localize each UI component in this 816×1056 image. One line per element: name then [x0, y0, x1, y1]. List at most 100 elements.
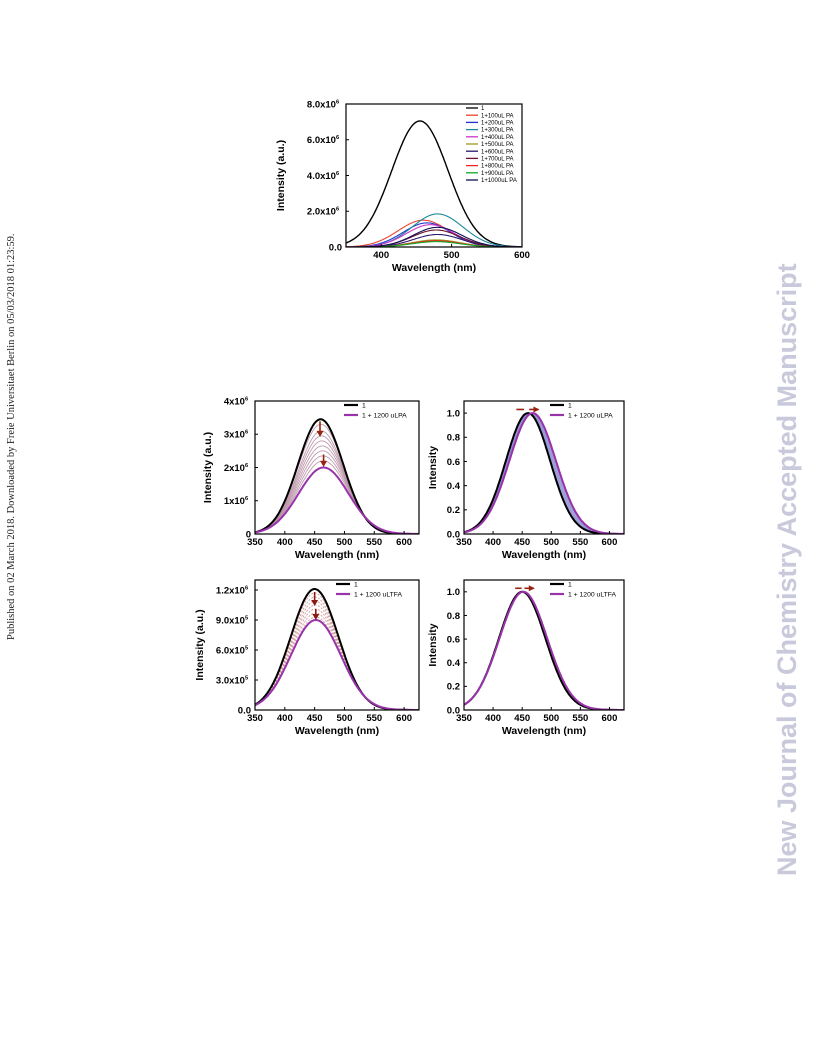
y-tick-label: 0.2	[447, 505, 460, 516]
plot-frame	[463, 579, 625, 711]
y-tick-label: 0.4	[447, 481, 461, 492]
x-tick-label: 550	[572, 713, 588, 724]
y-tick-label: 0.0	[238, 705, 251, 716]
legend-label: 1+200uL PA	[481, 121, 514, 127]
plot-frame	[254, 579, 420, 711]
y-axis-label: Intensity (a.u.)	[275, 140, 287, 211]
x-tick-label: 500	[543, 713, 559, 724]
legend-label: 1+900uL PA	[481, 171, 514, 177]
y-tick-label: 0.8	[447, 433, 460, 444]
x-tick-label: 500	[543, 537, 559, 548]
x-tick-label: 550	[366, 713, 382, 724]
intermediate-curve	[255, 612, 419, 710]
x-tick-label: 350	[247, 713, 263, 724]
intermediate-curve	[255, 604, 419, 710]
x-axis-label: Wavelength (nm)	[502, 725, 586, 737]
x-tick-label: 600	[514, 250, 530, 261]
series-line-1	[255, 466, 419, 534]
y-tick-label: 8.0x106	[307, 99, 339, 110]
trend-arrowhead	[311, 600, 319, 606]
y-tick-label: 0.6	[447, 634, 460, 645]
publication-note-text: Published on 02 March 2018. Downloaded b…	[6, 233, 17, 640]
curves	[255, 418, 419, 534]
watermark-text: New Journal of Chemistry Accepted Manusc…	[772, 263, 802, 876]
y-tick-label: 0.2	[447, 682, 460, 693]
y-tick-label: 1.2x106	[216, 585, 248, 596]
intermediate-curve	[464, 591, 624, 710]
legend-label: 1	[481, 106, 485, 112]
y-tick-label: 2.0x106	[307, 207, 339, 218]
x-tick-label: 450	[514, 713, 530, 724]
y-axis-label: Intensity	[427, 446, 439, 489]
x-axis-label: Wavelength (nm)	[295, 549, 379, 561]
legend-label: 1+700uL PA	[481, 157, 514, 163]
legend: 1 1 + 1200 uLPA	[344, 402, 407, 419]
x-axis-label: Wavelength (nm)	[295, 725, 379, 737]
legend: 1 1 + 1200 uLTFA	[550, 581, 617, 598]
intermediate-curve	[464, 591, 624, 710]
trend-arrowhead	[320, 460, 328, 467]
curves	[464, 412, 624, 534]
legend: 1 1 + 1200 uLTFA	[336, 581, 403, 598]
series-line-1	[464, 412, 624, 534]
y-tick-label: 0.0	[447, 705, 460, 716]
chart-pa-intensity: 350 400 450 500 550 600 0 1x106 2x106 3x106 4x106 W…	[202, 396, 420, 561]
y-tick-label: 3x106	[224, 430, 248, 441]
legend-label: 1	[568, 581, 572, 588]
series-line-0	[464, 590, 624, 710]
legend-label: 1+500uL PA	[481, 142, 514, 148]
x-axis-label: Wavelength (nm)	[392, 262, 476, 274]
x-tick-label: 350	[456, 537, 472, 548]
chart-tfa-intensity: 350 400 450 500 550 600 0.0 3.0x105 6.0x105 9.0x1…	[194, 579, 420, 737]
intermediate-curve	[255, 592, 419, 710]
x-tick-label: 400	[485, 537, 501, 548]
x-tick-label: 350	[247, 537, 263, 548]
legend-label: 1 + 1200 uLTFA	[354, 591, 403, 598]
legend-label: 1	[354, 581, 358, 588]
legend-label: 1 + 1200 uLPA	[568, 412, 613, 419]
x-axis-label: Wavelength (nm)	[502, 549, 586, 561]
intermediate-curve	[255, 460, 419, 534]
intermediate-curve	[255, 455, 419, 534]
x-tick-label: 550	[572, 537, 588, 548]
x-tick-label: 450	[307, 713, 323, 724]
y-tick-label: 0.0	[447, 529, 460, 540]
chart-tfa-normalized: 350 400 450 500 550 600 0.0 0.2 0.4 0.6 0.8 1.0 Wave…	[427, 579, 625, 737]
x-tick-label: 350	[456, 713, 472, 724]
legend-label: 1+300uL PA	[481, 128, 514, 134]
intermediate-curve	[255, 600, 419, 710]
legend-label: 1+1000uL PA	[481, 178, 517, 184]
legend-label: 1	[362, 402, 366, 409]
legend: 11+100uL PA 1+200uL PA1+300uL PA1+400uL P…	[466, 106, 517, 184]
trend-arrowhead	[316, 430, 324, 437]
legend-label: 1+400uL PA	[481, 135, 514, 141]
intermediate-curve	[255, 596, 419, 710]
y-tick-label: 6.0x105	[216, 645, 248, 656]
x-tick-label: 550	[366, 537, 382, 548]
y-tick-label: 2x106	[224, 463, 248, 474]
x-tick-label: 600	[602, 537, 618, 548]
x-tick-label: 500	[444, 250, 460, 261]
journal-watermark: New Journal of Chemistry Accepted Manusc…	[772, 263, 812, 877]
legend-label: 1 + 1200 uLPA	[362, 412, 407, 419]
y-axis-label: Intensity (a.u.)	[202, 432, 214, 503]
x-tick-label: 600	[396, 537, 412, 548]
curves	[255, 588, 419, 710]
x-tick-label: 500	[337, 537, 353, 548]
y-tick-label: 4x106	[224, 396, 248, 407]
series-line-0	[255, 588, 419, 710]
y-tick-label: 4.0x106	[307, 171, 339, 182]
shift-arrowhead	[528, 585, 535, 592]
chart-pa-normalized: 350 400 450 500 550 600 0.0 0.2 0.4 0.6 0.8 1.0 Wave…	[427, 400, 625, 561]
y-tick-label: 3.0x105	[216, 675, 248, 686]
chart-top-pa-titration: 400 500 600 0.0 2.0x106 4.0x106 6.0x106 8.0x106…	[275, 99, 530, 274]
x-tick-label: 400	[485, 713, 501, 724]
y-tick-label: 0.0	[329, 242, 342, 253]
y-tick-label: 0.4	[447, 658, 461, 669]
curves	[464, 590, 624, 710]
legend: 1 1 + 1200 uLPA	[550, 402, 613, 419]
x-tick-label: 450	[514, 537, 530, 548]
plot-frame	[463, 400, 625, 535]
shift-arrowhead	[533, 406, 540, 413]
trend-arrowhead	[312, 614, 320, 620]
